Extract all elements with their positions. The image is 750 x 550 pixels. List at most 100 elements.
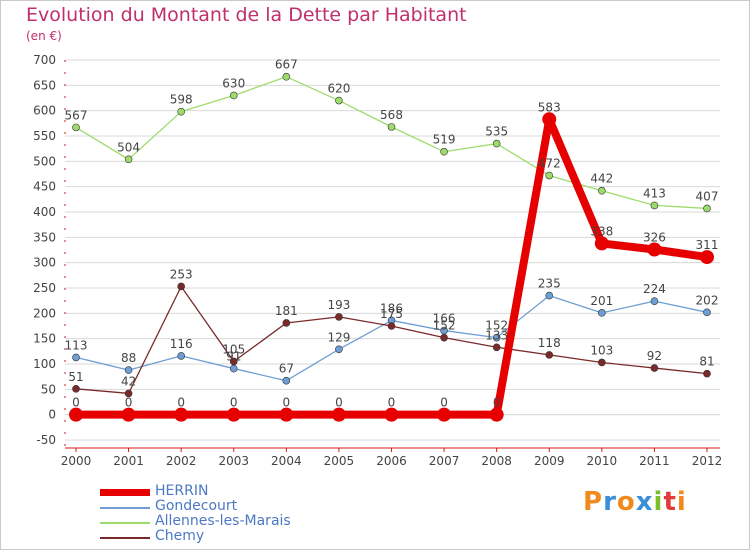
- data-label: 667: [275, 58, 298, 72]
- data-label: 504: [117, 140, 140, 154]
- data-label: 0: [72, 396, 80, 410]
- legend-swatch: [100, 537, 150, 539]
- x-tick-label: 2010: [587, 454, 618, 468]
- data-label: 583: [538, 100, 561, 114]
- data-point: [335, 96, 343, 105]
- data-label: 472: [538, 157, 561, 171]
- data-label: 193: [327, 298, 350, 312]
- data-point: [282, 376, 291, 385]
- data-label: 92: [647, 349, 662, 363]
- data-point: [174, 407, 189, 422]
- data-label: 152: [433, 319, 456, 333]
- legend-label: Chemy: [155, 528, 205, 544]
- data-label: 88: [121, 351, 136, 365]
- data-point: [703, 204, 711, 213]
- data-label: 201: [590, 294, 613, 308]
- x-tick-label: 2003: [218, 454, 249, 468]
- data-point: [229, 91, 238, 100]
- data-point: [384, 407, 399, 422]
- data-label: 0: [335, 396, 343, 410]
- legend-item: HERRIN: [100, 483, 360, 499]
- data-point: [282, 319, 291, 327]
- logo-letter: x: [635, 487, 654, 517]
- data-label: 568: [380, 108, 403, 122]
- y-tick-label: 650: [33, 78, 56, 92]
- logo-letter: i: [653, 487, 664, 517]
- data-label: 186: [380, 301, 403, 315]
- data-point: [440, 147, 448, 156]
- legend-swatch: [100, 507, 150, 509]
- data-label: 0: [440, 396, 448, 410]
- x-tick-label: 2000: [61, 454, 92, 468]
- data-label: 535: [485, 125, 508, 139]
- data-label: 224: [643, 282, 666, 296]
- legend-label: Allennes-les-Marais: [155, 513, 291, 529]
- data-point: [598, 358, 606, 367]
- data-point: [282, 72, 291, 81]
- data-point: [387, 322, 396, 330]
- data-point: [121, 407, 136, 422]
- data-label: 202: [696, 293, 719, 307]
- y-tick-label: 450: [33, 180, 56, 194]
- data-point: [650, 201, 659, 210]
- data-point: [598, 186, 606, 195]
- data-label: 42: [121, 374, 136, 388]
- x-tick-label: 2011: [639, 454, 670, 468]
- data-label: 630: [222, 76, 245, 90]
- y-tick-label: 550: [33, 129, 56, 143]
- data-point: [177, 107, 185, 116]
- data-label: 326: [643, 230, 666, 244]
- logo-letter: t: [663, 487, 677, 517]
- data-label: 67: [279, 362, 294, 376]
- data-label: 113: [65, 338, 88, 352]
- data-label: 105: [222, 342, 245, 356]
- data-label: 133: [485, 328, 508, 342]
- chart-title: Evolution du Montant de la Dette par Hab…: [26, 4, 467, 26]
- legend-swatch: [100, 522, 150, 524]
- data-point: [226, 407, 241, 422]
- y-tick-label: 300: [33, 256, 56, 270]
- logo-letter: o: [616, 487, 636, 517]
- data-point: [177, 282, 185, 291]
- y-tick-label: 50: [41, 382, 56, 396]
- data-point: [72, 385, 80, 393]
- data-point: [229, 364, 238, 373]
- data-label: 598: [170, 93, 193, 107]
- data-point: [703, 369, 711, 378]
- x-tick-label: 2008: [481, 454, 512, 468]
- data-point: [124, 366, 133, 374]
- data-label: 91: [226, 350, 241, 364]
- data-point: [650, 297, 659, 305]
- data-point: [492, 333, 501, 342]
- data-point: [279, 407, 294, 422]
- data-point: [177, 352, 185, 360]
- data-label: 235: [538, 277, 561, 291]
- data-point: [335, 345, 343, 354]
- data-point: [72, 353, 80, 362]
- data-label: 413: [643, 186, 666, 200]
- data-label: 118: [538, 336, 561, 350]
- data-label: 0: [388, 396, 396, 410]
- x-tick-label: 2012: [692, 454, 723, 468]
- data-point: [440, 333, 448, 342]
- data-label: 0: [493, 396, 501, 410]
- data-point: [703, 308, 711, 317]
- data-point: [387, 123, 396, 131]
- data-point: [545, 291, 554, 300]
- data-label: 103: [590, 343, 613, 357]
- data-point: [700, 250, 714, 265]
- data-label: 152: [485, 319, 508, 333]
- y-tick-label: 200: [33, 306, 56, 320]
- y-tick-label: 600: [33, 104, 56, 118]
- data-label: 0: [125, 396, 133, 410]
- data-label: 567: [65, 108, 88, 122]
- data-label: 311: [696, 238, 719, 252]
- y-tick-label: 350: [33, 230, 56, 244]
- data-point: [72, 123, 80, 132]
- data-label: 338: [590, 224, 613, 238]
- data-label: 51: [68, 370, 83, 384]
- legend-item: Chemy: [100, 528, 360, 544]
- data-point: [229, 357, 238, 366]
- unit-label: (en €): [26, 29, 62, 43]
- data-point: [542, 112, 557, 127]
